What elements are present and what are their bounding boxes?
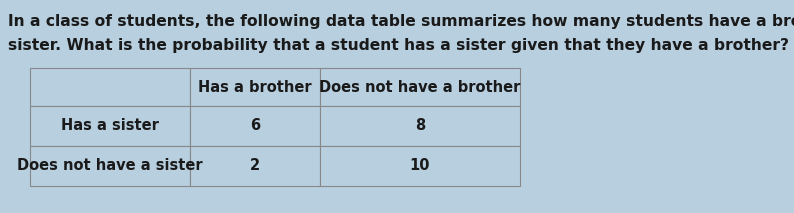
Bar — [30, 146, 190, 186]
Bar — [320, 106, 520, 146]
Bar — [190, 146, 320, 186]
Text: 8: 8 — [415, 118, 425, 134]
Bar — [30, 106, 190, 146]
Text: In a class of students, the following data table summarizes how many students ha: In a class of students, the following da… — [8, 14, 794, 29]
Text: sister. What is the probability that a student has a sister given that they have: sister. What is the probability that a s… — [8, 38, 789, 53]
Bar — [30, 68, 190, 106]
Text: Does not have a brother: Does not have a brother — [319, 79, 521, 95]
Bar — [320, 68, 520, 106]
Text: Has a brother: Has a brother — [198, 79, 312, 95]
Bar — [320, 146, 520, 186]
Text: Does not have a sister: Does not have a sister — [17, 158, 202, 174]
Bar — [190, 106, 320, 146]
Text: 10: 10 — [410, 158, 430, 174]
Text: Has a sister: Has a sister — [61, 118, 159, 134]
Text: 6: 6 — [250, 118, 260, 134]
Text: 2: 2 — [250, 158, 260, 174]
Bar — [190, 68, 320, 106]
